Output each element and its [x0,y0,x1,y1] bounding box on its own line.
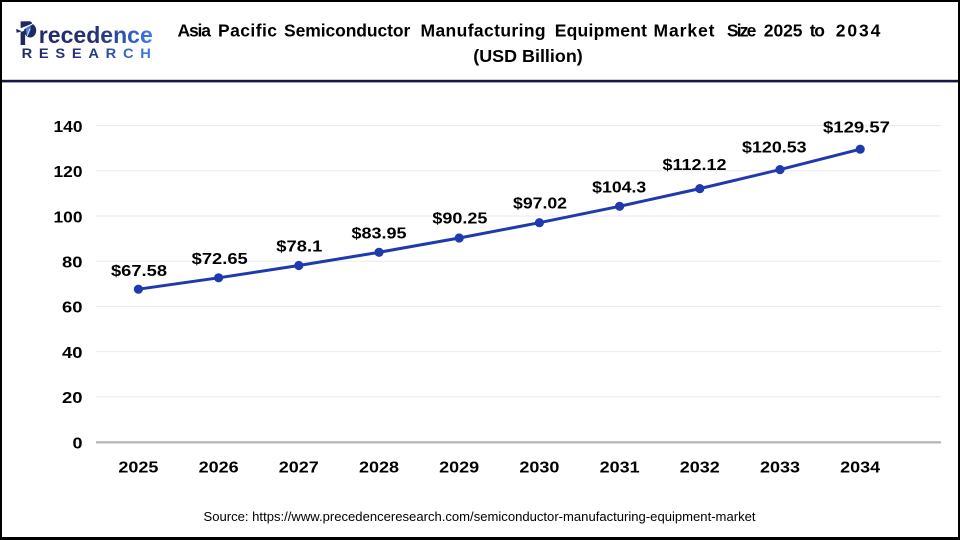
svg-text:2032: 2032 [680,460,720,477]
svg-text:120: 120 [54,164,83,181]
svg-text:$129.57: $129.57 [823,120,890,137]
svg-text:recedence: recedence [39,22,153,48]
svg-text:$120.53: $120.53 [742,140,807,157]
svg-text:2027: 2027 [279,460,319,477]
svg-text:60: 60 [62,300,83,317]
svg-text:RESEARCH: RESEARCH [22,46,158,62]
svg-text:0: 0 [73,435,83,452]
svg-text:$104.3: $104.3 [592,180,646,197]
svg-text:2028: 2028 [359,460,399,477]
svg-text:$97.02: $97.02 [513,195,567,212]
svg-text:(USD Billion): (USD Billion) [473,46,583,66]
svg-text:2030: 2030 [519,460,559,477]
svg-text:2029: 2029 [439,460,479,477]
svg-text:2031: 2031 [600,460,640,477]
svg-text:2026: 2026 [199,460,239,477]
svg-text:$90.25: $90.25 [432,210,487,227]
svg-text:2025: 2025 [118,460,158,477]
svg-text:2033: 2033 [760,460,800,477]
svg-text:2034: 2034 [840,460,880,477]
svg-text:$78.1: $78.1 [276,239,322,256]
svg-text:$72.65: $72.65 [192,251,248,268]
svg-text:$83.95: $83.95 [352,225,407,242]
svg-text:20: 20 [62,390,83,407]
svg-text:$112.12: $112.12 [663,157,727,174]
svg-text:Source: https://www.precedence: Source: https://www.precedenceresearch.c… [204,509,756,524]
svg-text:$67.58: $67.58 [111,263,167,280]
svg-text:140: 140 [54,119,83,136]
svg-text:80: 80 [62,255,83,272]
svg-text:40: 40 [62,345,83,362]
svg-text:100: 100 [54,209,83,226]
